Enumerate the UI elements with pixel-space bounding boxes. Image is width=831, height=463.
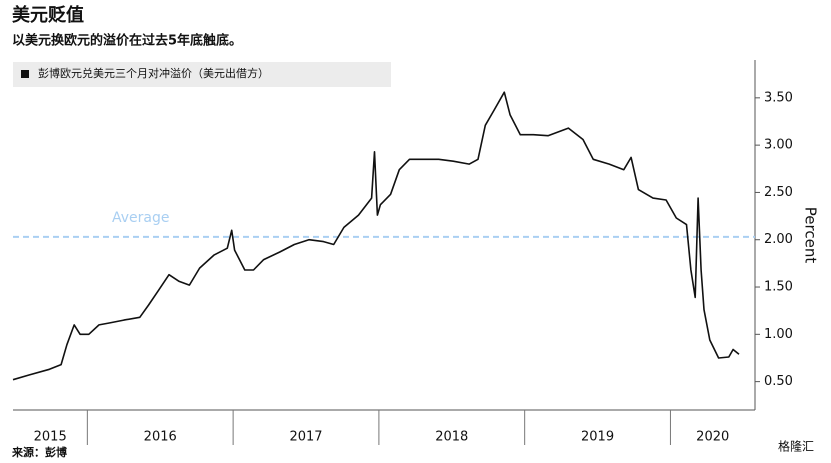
y-tick-label: 1.00 (764, 327, 793, 342)
x-tick-label: 2015 (34, 430, 67, 445)
source: 来源：彭博 (11, 445, 67, 459)
y-tick-label: 0.50 (764, 374, 793, 389)
x-tick-label: 2018 (435, 430, 468, 445)
watermark: 格隆汇 (778, 439, 814, 454)
y-tick-label: 2.50 (764, 185, 793, 200)
legend-box (13, 62, 391, 87)
average-label: Average (112, 210, 170, 226)
x-tick-label: 2017 (289, 430, 322, 445)
x-tick-label: 2020 (696, 430, 729, 445)
chart-title: 美元贬值 (12, 4, 84, 26)
x-tick-label: 2019 (581, 430, 614, 445)
y-tick-label: 1.50 (764, 280, 793, 295)
y-axis-label: Percent (802, 207, 820, 264)
y-tick-label: 3.00 (764, 138, 793, 153)
x-tick-label: 2016 (144, 430, 177, 445)
legend-label: 彭博欧元兑美元三个月对冲溢价（美元出借方） (38, 66, 269, 80)
legend-swatch (21, 70, 29, 78)
chart-subtitle: 以美元换欧元的溢价在过去5年底触底。 (12, 33, 242, 49)
y-tick-label: 2.00 (764, 232, 793, 247)
y-tick-label: 3.50 (764, 90, 793, 105)
data-line (12, 91, 740, 381)
